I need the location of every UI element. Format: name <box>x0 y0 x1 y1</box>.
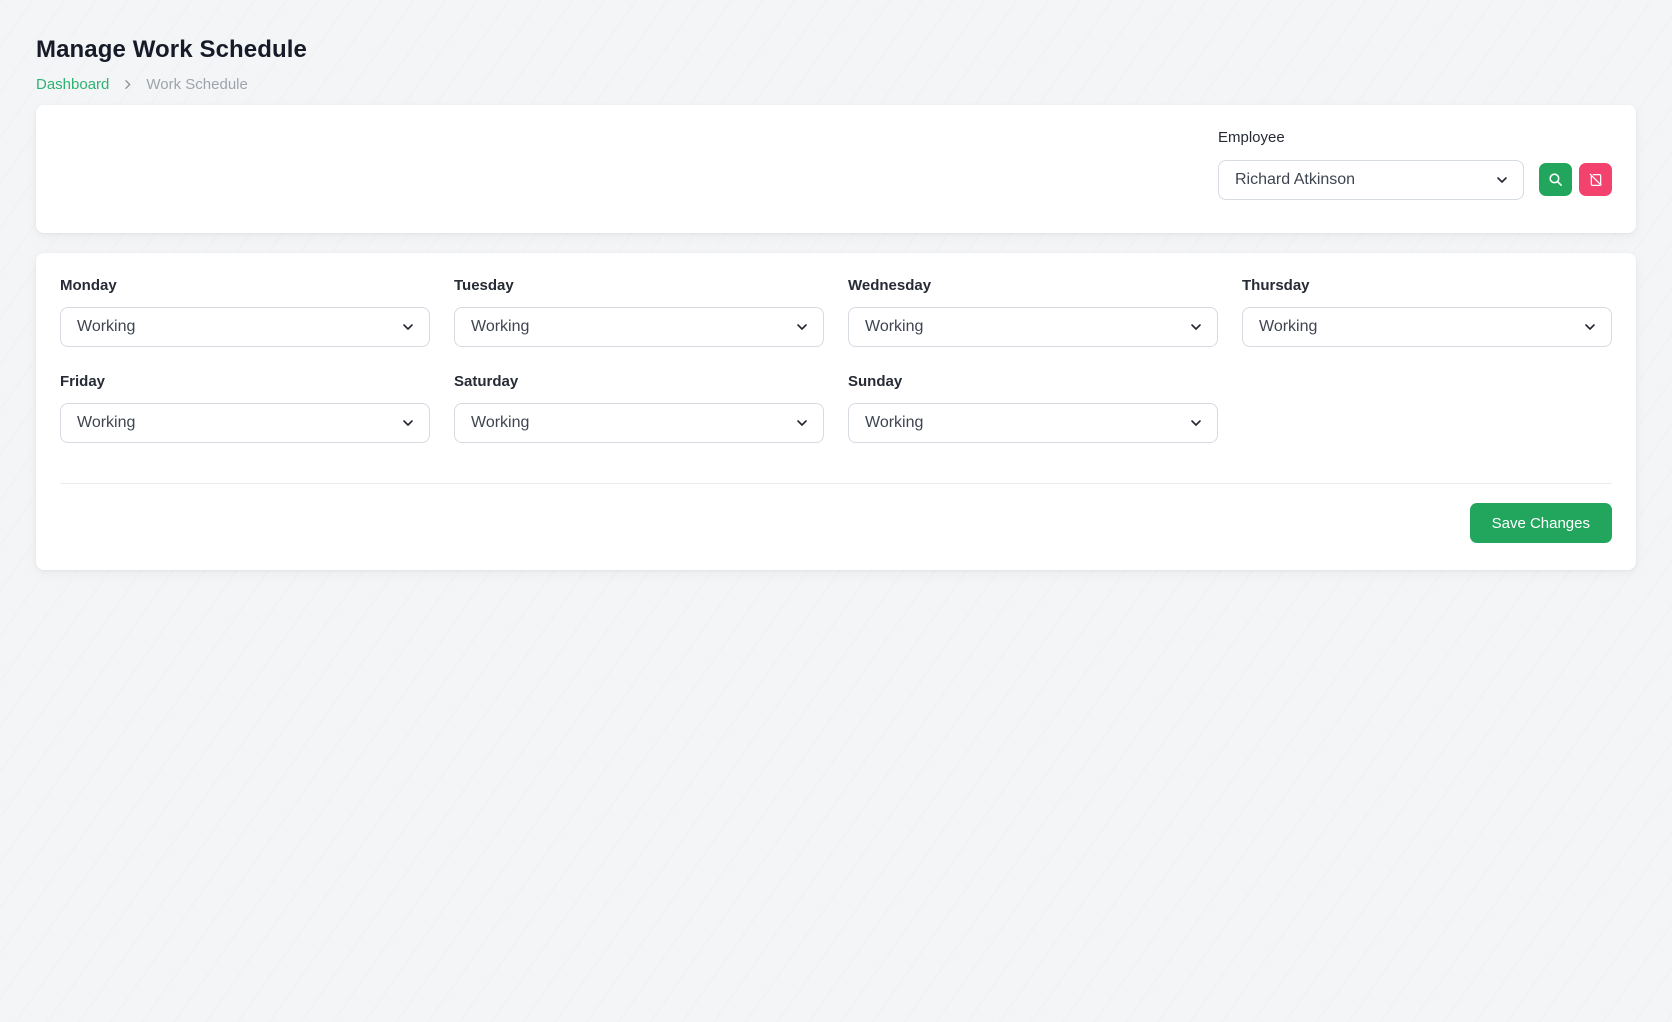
monday-select-value: Working <box>77 318 136 335</box>
employee-label: Employee <box>1218 129 1285 146</box>
save-changes-button[interactable]: Save Changes <box>1469 503 1612 543</box>
chevron-down-icon <box>1188 415 1204 431</box>
day-field-friday: Friday Working <box>60 373 430 443</box>
tuesday-select-value: Working <box>471 318 530 335</box>
breadcrumb: Dashboard Work Schedule <box>36 76 1636 93</box>
monday-select[interactable]: Working <box>60 307 430 347</box>
page-title: Manage Work Schedule <box>36 36 307 63</box>
empty-grid-cell <box>1242 373 1612 443</box>
day-field-monday: Monday Working <box>60 277 430 347</box>
day-field-thursday: Thursday Working <box>1242 277 1612 347</box>
day-label: Monday <box>60 277 117 294</box>
tuesday-select[interactable]: Working <box>454 307 824 347</box>
day-field-sunday: Sunday Working <box>848 373 1218 443</box>
days-grid: Monday Working Tuesday Working <box>60 277 1612 443</box>
clear-schedule-icon <box>1588 172 1604 188</box>
day-field-tuesday: Tuesday Working <box>454 277 824 347</box>
employee-select-value: Richard Atkinson <box>1235 171 1356 188</box>
thursday-select[interactable]: Working <box>1242 307 1612 347</box>
clear-schedule-button[interactable] <box>1579 163 1612 196</box>
day-label: Thursday <box>1242 277 1310 294</box>
chevron-down-icon <box>794 415 810 431</box>
friday-select-value: Working <box>77 414 136 431</box>
breadcrumb-current: Work Schedule <box>146 76 248 93</box>
wednesday-select-value: Working <box>865 318 924 335</box>
work-schedule-card: Monday Working Tuesday Working <box>36 253 1636 570</box>
employee-select[interactable]: Richard Atkinson <box>1218 160 1524 200</box>
friday-select[interactable]: Working <box>60 403 430 443</box>
chevron-down-icon <box>400 415 416 431</box>
day-label: Saturday <box>454 373 519 390</box>
chevron-down-icon <box>794 319 810 335</box>
chevron-down-icon <box>1582 319 1598 335</box>
day-label: Sunday <box>848 373 903 390</box>
sunday-select[interactable]: Working <box>848 403 1218 443</box>
day-field-wednesday: Wednesday Working <box>848 277 1218 347</box>
day-label: Wednesday <box>848 277 932 294</box>
saturday-select[interactable]: Working <box>454 403 824 443</box>
chevron-down-icon <box>400 319 416 335</box>
wednesday-select[interactable]: Working <box>848 307 1218 347</box>
saturday-select-value: Working <box>471 414 530 431</box>
divider <box>60 483 1612 484</box>
day-label: Tuesday <box>454 277 514 294</box>
search-employee-button[interactable] <box>1539 163 1572 196</box>
search-icon <box>1547 171 1564 188</box>
chevron-down-icon <box>1494 172 1510 188</box>
breadcrumb-link-dashboard[interactable]: Dashboard <box>36 76 110 93</box>
day-label: Friday <box>60 373 106 390</box>
sunday-select-value: Working <box>865 414 924 431</box>
page: Manage Work Schedule Dashboard Work Sche… <box>36 36 1636 570</box>
employee-filter-card: Employee Richard Atkinson <box>36 105 1636 233</box>
chevron-down-icon <box>1188 319 1204 335</box>
thursday-select-value: Working <box>1259 318 1318 335</box>
day-field-saturday: Saturday Working <box>454 373 824 443</box>
chevron-right-icon <box>121 78 134 91</box>
